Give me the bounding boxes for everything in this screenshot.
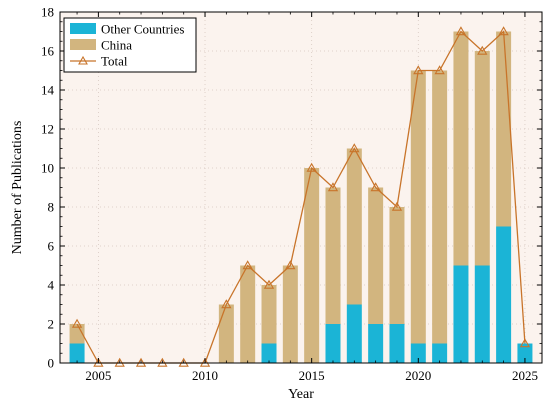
bar-china bbox=[240, 265, 256, 363]
total-point-marker bbox=[519, 338, 531, 348]
bar-other-countries bbox=[432, 343, 448, 363]
bar-china bbox=[69, 324, 85, 344]
total-point-marker bbox=[221, 299, 232, 309]
bar-china bbox=[432, 70, 448, 344]
bar-other-countries bbox=[389, 324, 405, 363]
total-point-marker bbox=[498, 26, 509, 36]
legend-swatch bbox=[70, 23, 96, 34]
x-tick-label: 2020 bbox=[405, 368, 431, 383]
bar-other-countries bbox=[69, 343, 85, 363]
bar-china bbox=[389, 207, 405, 324]
total-point-marker bbox=[306, 162, 317, 172]
total-point-marker bbox=[178, 357, 189, 367]
y-tick-label: 18 bbox=[41, 5, 54, 20]
x-tick-label: 2015 bbox=[299, 368, 325, 383]
bar-other-countries bbox=[474, 265, 490, 363]
total-point-marker bbox=[455, 26, 467, 36]
total-point-marker bbox=[370, 182, 381, 192]
x-axis-label: Year bbox=[288, 387, 314, 402]
bar-china bbox=[325, 187, 341, 324]
total-point-marker bbox=[93, 357, 104, 367]
y-tick-label: 4 bbox=[48, 278, 55, 293]
total-point-marker bbox=[285, 260, 296, 270]
total-point-marker bbox=[413, 65, 424, 75]
legend-marker bbox=[78, 55, 88, 65]
total-point-marker bbox=[242, 260, 253, 270]
y-axis-label: Number of Publications bbox=[10, 121, 25, 255]
x-tick-label: 2025 bbox=[512, 368, 538, 383]
legend-label: China bbox=[101, 38, 132, 53]
y-tick-label: 12 bbox=[41, 122, 54, 137]
bar-china bbox=[218, 304, 234, 363]
bar-other-countries bbox=[496, 226, 512, 363]
bar-other-countries bbox=[261, 343, 277, 363]
total-point-marker bbox=[199, 357, 211, 367]
y-tick-label: 16 bbox=[41, 44, 55, 59]
total-point-marker bbox=[157, 357, 168, 367]
bar-china bbox=[282, 265, 298, 363]
bar-china bbox=[304, 168, 320, 363]
legend-label: Other Countries bbox=[101, 22, 184, 37]
y-tick-label: 2 bbox=[48, 317, 55, 332]
y-tick-label: 6 bbox=[48, 239, 55, 254]
bar-china bbox=[368, 187, 384, 324]
bar-other-countries bbox=[346, 304, 362, 363]
total-point-marker bbox=[434, 65, 445, 75]
bar-china bbox=[346, 148, 362, 305]
total-point-marker bbox=[135, 357, 147, 367]
total-point-marker bbox=[327, 182, 339, 192]
bar-other-countries bbox=[325, 324, 341, 363]
bars bbox=[69, 31, 533, 363]
bar-china bbox=[474, 51, 490, 266]
y-tick-label: 10 bbox=[41, 161, 54, 176]
total-point-marker bbox=[391, 201, 403, 211]
bar-other-countries bbox=[453, 265, 469, 363]
axes: 0 2 4 6 8 10 12 14 16 18 2005 2010 2015 2020 2025 bbox=[41, 5, 542, 383]
bar-other-countries bbox=[517, 343, 533, 363]
bar-china bbox=[261, 285, 277, 344]
bar-other-countries bbox=[410, 343, 426, 363]
x-tick-label: 2005 bbox=[85, 368, 111, 383]
total-point-marker bbox=[263, 279, 275, 289]
bar-china bbox=[410, 70, 426, 344]
total-point-marker bbox=[114, 357, 125, 367]
total-point-marker bbox=[349, 143, 360, 153]
bar-other-countries bbox=[368, 324, 384, 363]
legend-swatch bbox=[70, 39, 96, 50]
bar-china bbox=[453, 31, 469, 266]
legend-label: Total bbox=[101, 54, 128, 69]
total-point-marker bbox=[71, 318, 83, 328]
y-tick-label: 8 bbox=[48, 200, 55, 215]
x-tick-label: 2010 bbox=[192, 368, 218, 383]
y-tick-label: 14 bbox=[41, 83, 55, 98]
total-point-marker bbox=[477, 45, 488, 55]
y-tick-label: 0 bbox=[48, 356, 55, 371]
bar-china bbox=[496, 31, 512, 227]
